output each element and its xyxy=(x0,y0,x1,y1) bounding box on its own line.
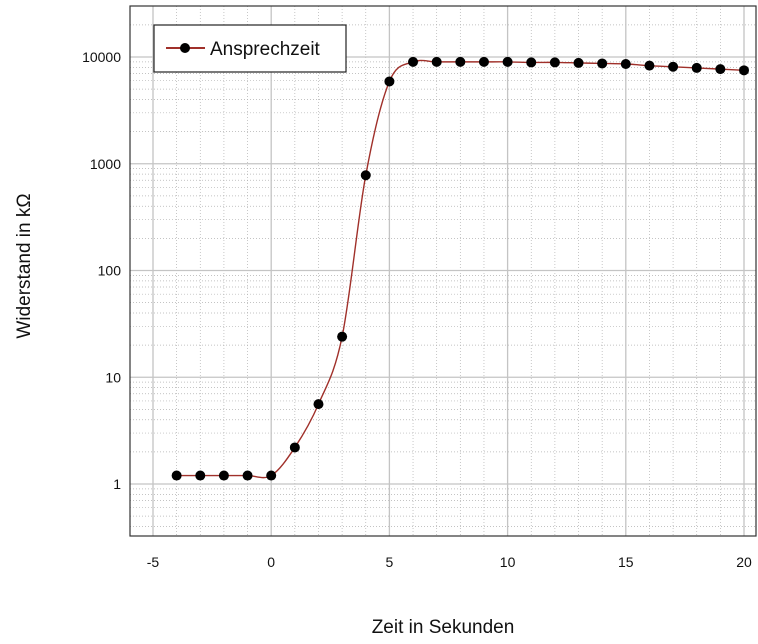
y-tick-label: 1 xyxy=(113,476,121,492)
x-tick-label: 5 xyxy=(386,554,394,570)
data-point xyxy=(620,58,631,69)
y-tick-label: 10 xyxy=(105,369,121,385)
x-tick-label: 20 xyxy=(736,554,752,570)
y-tick-label: 10000 xyxy=(82,49,121,65)
data-point xyxy=(549,57,560,68)
data-point xyxy=(218,470,229,481)
y-tick-label: 100 xyxy=(98,263,122,279)
data-point xyxy=(739,65,749,76)
data-point xyxy=(195,470,206,481)
x-tick-label: 10 xyxy=(500,554,516,570)
y-axis-label: Widerstand in kΩ xyxy=(14,193,35,338)
x-tick-label: 15 xyxy=(618,554,634,570)
data-point xyxy=(313,399,324,410)
data-point xyxy=(644,60,655,71)
data-point xyxy=(502,56,513,67)
x-tick-label: 0 xyxy=(267,554,275,570)
data-point xyxy=(715,64,726,75)
data-point xyxy=(266,470,277,481)
data-point xyxy=(242,470,253,481)
major-grid xyxy=(130,6,756,536)
data-point xyxy=(431,56,442,67)
legend: Ansprechzeit xyxy=(153,24,347,73)
data-point xyxy=(360,170,371,181)
data-point xyxy=(171,470,182,481)
data-point xyxy=(668,61,679,72)
data-point xyxy=(408,56,419,67)
data-point xyxy=(597,58,608,69)
series-layer xyxy=(171,56,749,481)
data-point xyxy=(526,57,537,68)
data-point xyxy=(691,62,702,73)
x-tick-label: -5 xyxy=(147,554,160,570)
legend-marker xyxy=(180,43,190,53)
data-point xyxy=(478,56,489,67)
y-tick-label: 1000 xyxy=(90,156,121,172)
data-point xyxy=(337,331,348,342)
plot-frame xyxy=(129,5,757,537)
data-point xyxy=(455,56,466,67)
data-point xyxy=(384,76,395,87)
data-point xyxy=(573,57,584,68)
y-axis-ticks: 1 10 100 1000 10000 xyxy=(82,49,121,492)
x-axis-ticks: -5 0 5 10 15 20 xyxy=(147,554,752,570)
data-point xyxy=(289,442,300,453)
legend-label: Ansprechzeit xyxy=(210,39,321,60)
x-axis-label: Zeit in Sekunden xyxy=(372,617,515,638)
